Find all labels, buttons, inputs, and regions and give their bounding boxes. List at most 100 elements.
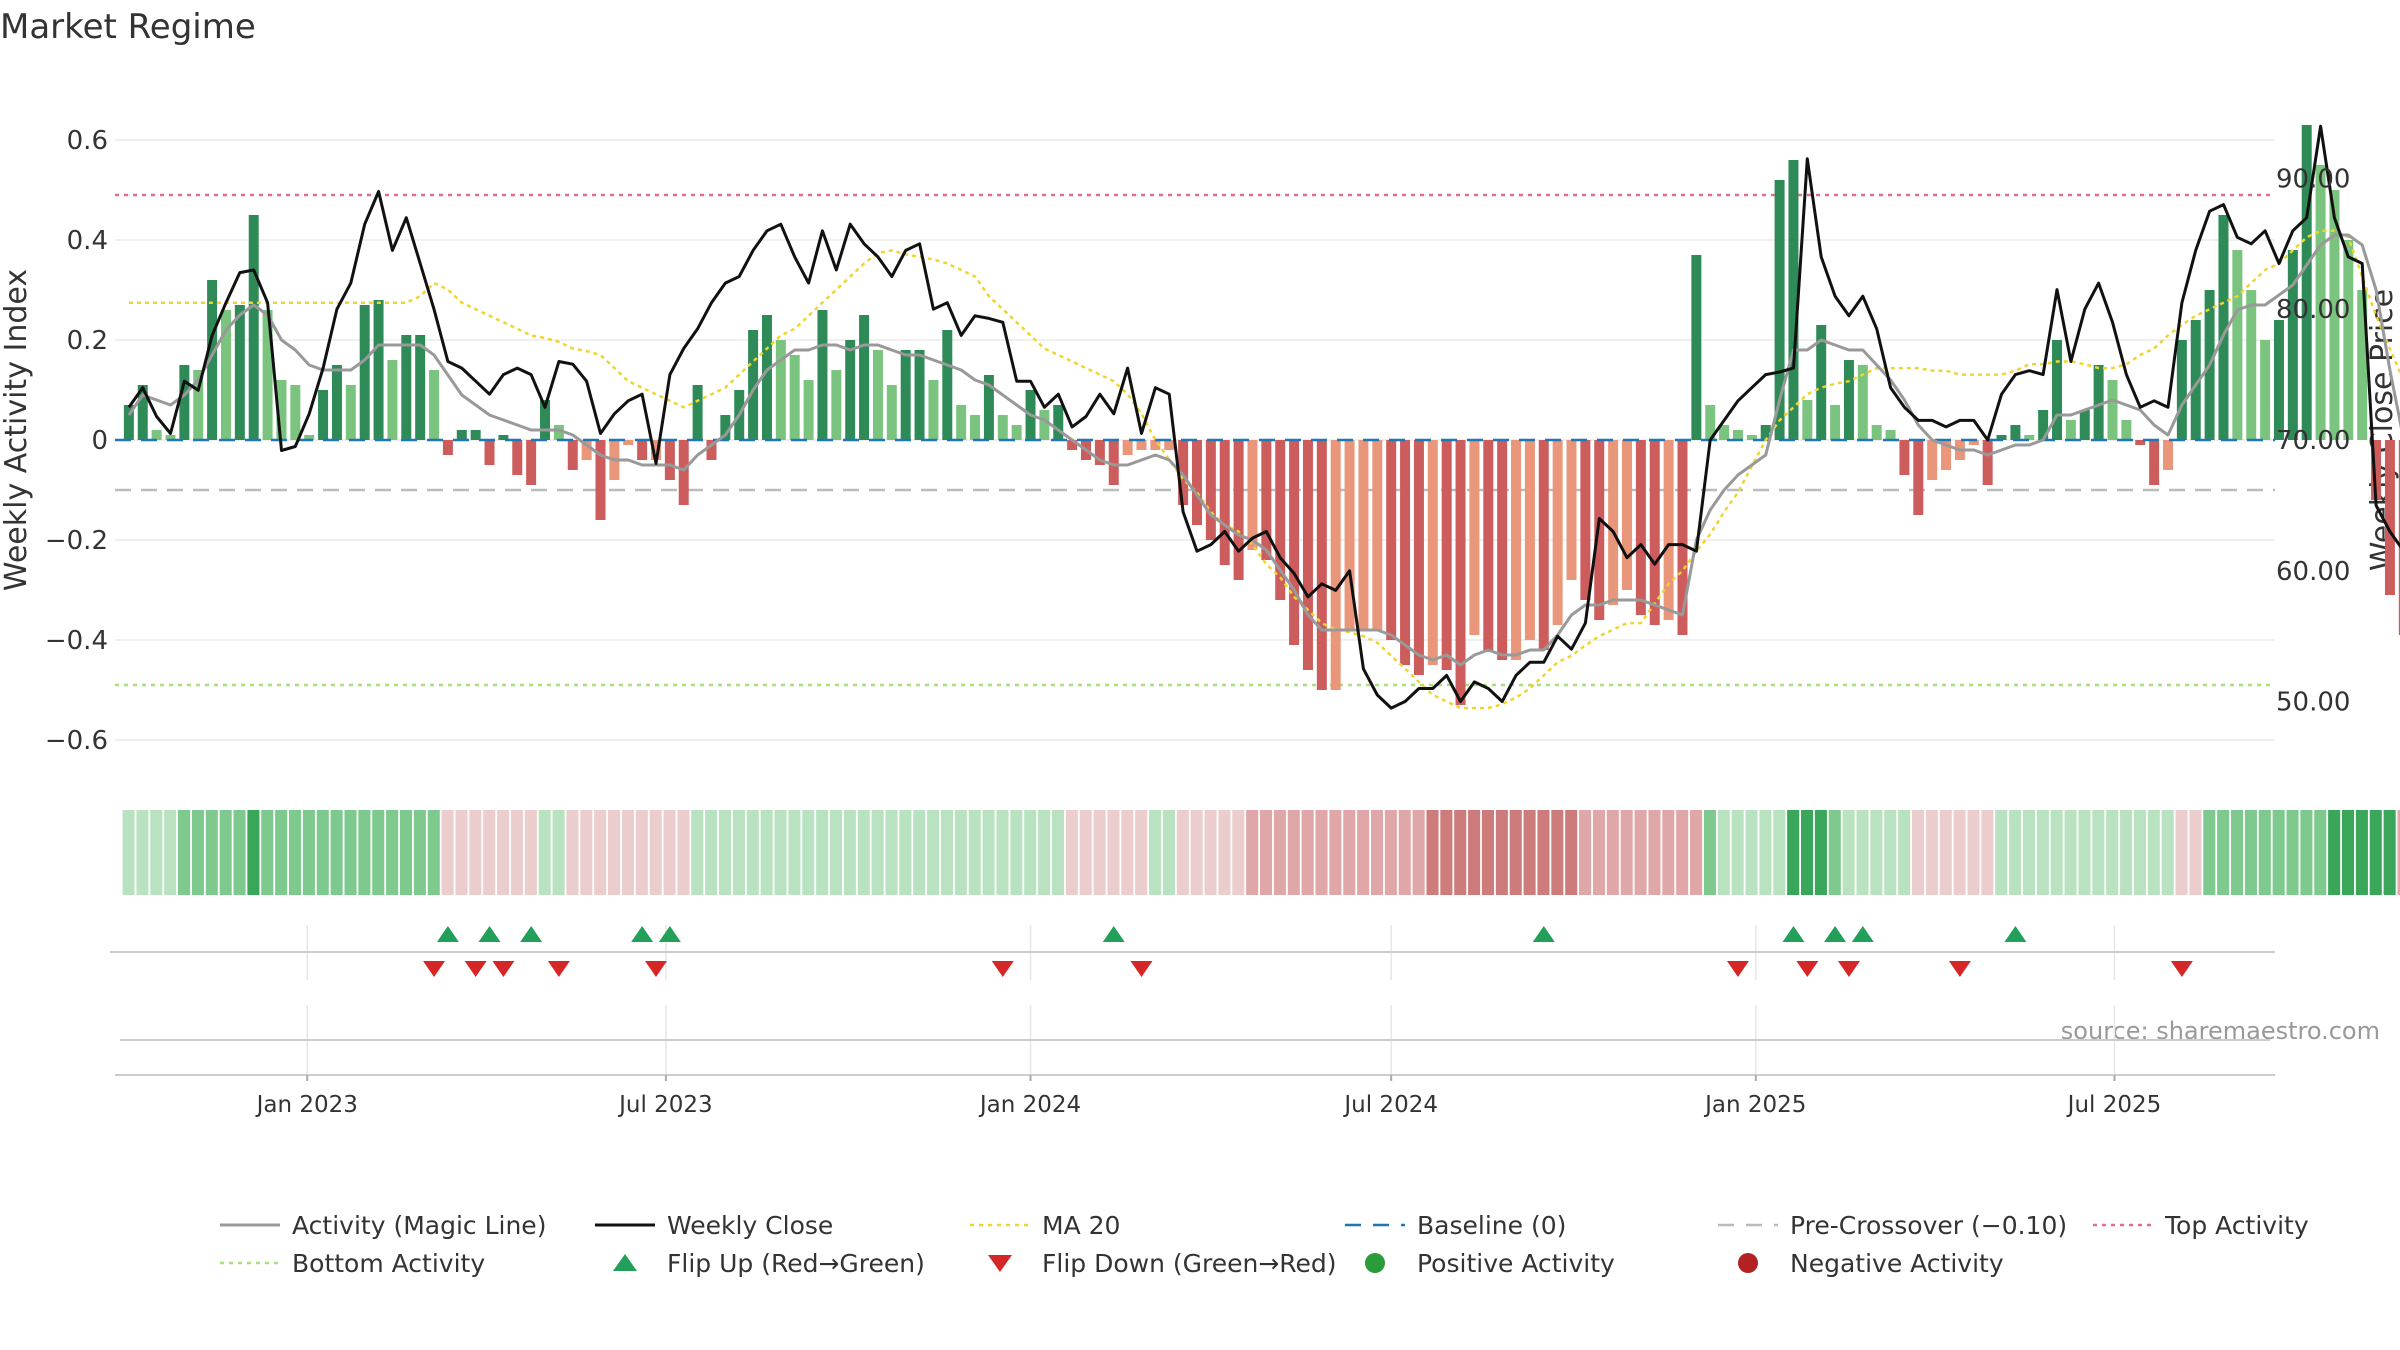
legend-label: Pre-Crossover (−0.10)	[1790, 1211, 2067, 1240]
regime-strip-cell	[1800, 810, 1814, 895]
regime-strip-cell	[150, 810, 163, 895]
activity-bar	[775, 340, 786, 440]
activity-bar	[637, 440, 648, 460]
regime-strip-cell	[497, 810, 510, 895]
activity-bar	[706, 440, 717, 460]
regime-strip-cell	[358, 810, 371, 895]
legend-item: Pre-Crossover (−0.10)	[1718, 1211, 2067, 1240]
activity-bar	[859, 315, 870, 440]
regime-strip-cell	[1690, 810, 1703, 895]
regime-strip-cell	[2314, 810, 2327, 895]
legend-item: Positive Activity	[1365, 1249, 1615, 1278]
regime-strip-cell	[594, 810, 607, 895]
regime-strip-cell	[1884, 810, 1897, 895]
regime-strip-cell	[2355, 810, 2368, 895]
flip-up-marker	[1824, 926, 1847, 942]
regime-strip-cell	[164, 810, 177, 895]
activity-bar	[2149, 440, 2160, 485]
activity-bar	[1275, 440, 1286, 600]
regime-strip-cell	[1121, 810, 1134, 895]
activity-bar	[2121, 420, 2132, 440]
activity-bar	[678, 440, 689, 505]
activity-bar	[2079, 410, 2090, 440]
regime-strip-cell	[1620, 810, 1633, 895]
legend-item: Flip Down (Green→Red)	[988, 1249, 1337, 1278]
regime-strip-cell	[441, 810, 454, 895]
activity-bar	[2301, 125, 2312, 440]
regime-strip-cell	[1107, 810, 1120, 895]
flip-up-marker	[520, 926, 543, 942]
flip-up-marker	[1532, 926, 1555, 942]
regime-strip-cell	[580, 810, 593, 895]
legend-label: Baseline (0)	[1417, 1211, 1566, 1240]
flip-down-marker	[547, 961, 570, 977]
regime-strip-cell	[2341, 810, 2355, 895]
regime-strip-cell	[1606, 810, 1619, 895]
regime-strip-cell	[802, 810, 815, 895]
regime-strip-cell	[816, 810, 829, 895]
regime-strip-cell	[857, 810, 870, 895]
regime-strip-cell	[2328, 810, 2341, 895]
regime-strip-cell	[344, 810, 357, 895]
activity-bar	[748, 330, 759, 440]
activity-bar	[1233, 440, 1244, 580]
regime-strip-cell	[2092, 810, 2105, 895]
regime-strip-cell	[1981, 810, 1994, 895]
regime-strip-cell	[829, 810, 843, 895]
grid-layer	[110, 139, 2275, 1078]
regime-strip-cell	[288, 810, 302, 895]
activity-bar	[373, 300, 384, 440]
activity-bar	[484, 440, 495, 465]
activity-bar	[1261, 440, 1272, 560]
legend-label: Activity (Magic Line)	[292, 1211, 546, 1240]
activity-bar	[1691, 255, 1702, 440]
regime-strip-cell	[1329, 810, 1342, 895]
activity-bar	[331, 365, 342, 440]
activity-bar	[2398, 440, 2400, 635]
flip-down-marker	[492, 961, 515, 977]
regime-strip-cell	[1523, 810, 1536, 895]
regime-strip-cell	[1093, 810, 1106, 895]
x-tick-label: Jul 2024	[1342, 1092, 1438, 1118]
activity-bar	[470, 430, 481, 440]
regime-strip-cell	[649, 810, 662, 895]
activity-bar	[803, 380, 814, 440]
regime-strip-cell	[608, 810, 621, 895]
regime-strip-cell	[954, 810, 967, 895]
activity-bar	[1247, 440, 1258, 550]
regime-strip-cell	[1759, 810, 1772, 895]
activity-bar	[498, 435, 509, 440]
flip-down-marker	[2170, 961, 2193, 977]
activity-bar	[1760, 425, 1771, 440]
regime-strip-cell	[247, 810, 260, 895]
activity-bar	[1511, 440, 1522, 660]
activity-bar	[1941, 440, 1952, 470]
regime-strip-cell	[1384, 810, 1397, 895]
activity-bar	[942, 330, 953, 440]
regime-strip-cell	[663, 810, 676, 895]
activity-bar	[2218, 215, 2229, 440]
activity-bar	[2093, 365, 2104, 440]
activity-bar	[234, 305, 245, 440]
activity-bar	[1483, 440, 1494, 650]
regime-strip-cell	[1787, 810, 1800, 895]
regime-strip-cell	[732, 810, 745, 895]
chart-title: Market Regime	[0, 7, 256, 47]
regime-strip-cell	[469, 810, 482, 895]
activity-bar	[789, 355, 800, 440]
activity-bar	[2246, 290, 2257, 440]
activity-bar	[1899, 440, 1910, 475]
activity-bars-layer	[115, 125, 2400, 705]
activity-bar	[1968, 440, 1979, 445]
regime-strip-cell	[1301, 810, 1314, 895]
activity-bar	[1982, 440, 1993, 485]
x-tick-label: Jul 2025	[2066, 1092, 2162, 1118]
regime-strip-cell	[2009, 810, 2022, 895]
regime-strip-cell	[1370, 810, 1384, 895]
regime-strip-cell	[1703, 810, 1716, 895]
regime-strip-cell	[1398, 810, 1411, 895]
activity-bar	[1580, 440, 1591, 600]
regime-strip-cell	[1176, 810, 1189, 895]
regime-strip-cell	[1828, 810, 1841, 895]
activity-bar	[928, 380, 939, 440]
